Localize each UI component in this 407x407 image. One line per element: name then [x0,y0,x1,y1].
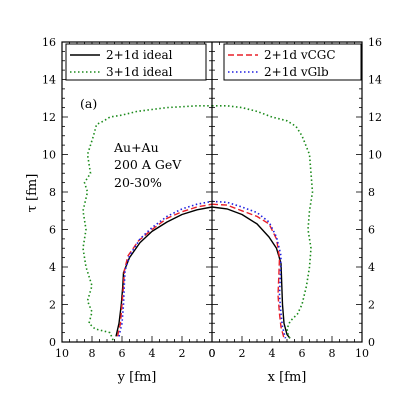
x-tick-label-right: 10 [355,347,369,360]
y-tick-label-left: 0 [49,336,56,349]
x-axis-title-right: x [fm] [268,370,307,385]
series-3-1d-ideal-left [82,105,212,341]
y-tick-label-right: 16 [368,36,382,49]
x-tick-label-left: 4 [149,347,156,360]
x-tick-label-left: 2 [179,347,186,360]
annotation-line-2: 200 A GeV [114,157,182,172]
legend-left-box [65,43,207,81]
annotation-line-3: 20-30% [114,175,162,190]
x-tick-label-left: 10 [55,347,69,360]
y-tick-label-right: 0 [368,336,375,349]
y-tick-label-left: 16 [42,36,56,49]
annotation-line-1: Au+Au [113,140,159,155]
y-tick-label-left: 14 [42,74,56,87]
series-3-1d-ideal-right [212,105,314,341]
y-tick-label-left: 12 [42,111,56,124]
y-tick-label-left: 6 [49,224,56,237]
y-tick-label-right: 6 [368,224,375,237]
legend-right-box [223,43,362,81]
series-2-1d-vglb-right [211,200,287,339]
series-2-1d-vglb-left [118,200,213,337]
y-tick-label-left: 4 [49,261,56,274]
y-tick-label-right: 4 [368,261,375,274]
series-layer [82,105,314,341]
legend-left: 2+1d ideal 3+1d ideal [65,43,207,81]
x-tick-label-right: 0 [209,347,216,360]
x-tick-label-left: 6 [119,347,126,360]
y-axis-title: τ [fm] [25,174,40,213]
y-tick-label-right: 12 [368,111,382,124]
y-tick-label-left: 8 [49,186,56,199]
series-2-1d-ideal-left [115,206,213,337]
x-tick-label-right: 8 [329,347,336,360]
x-axis-title-left: y [fm] [117,370,157,385]
panel-label: (a) [80,96,97,111]
legend-label-3d-ideal: 3+1d ideal [106,65,173,79]
y-tick-label-right: 14 [368,74,382,87]
legend-right: 2+1d vCGC 2+1d vGlb [223,43,362,81]
y-tick-label-left: 10 [42,149,56,162]
series-2-1d-vcgc-right [211,203,285,339]
legend-label-2d-ideal: 2+1d ideal [106,48,173,62]
x-tick-label-right: 2 [239,347,246,360]
y-tick-label-right: 8 [368,186,375,199]
y-tick-label-left: 2 [49,299,56,312]
x-tick-label-right: 6 [299,347,306,360]
x-tick-label-left: 0 [209,347,216,360]
series-2-1d-vcgc-left [116,203,213,337]
x-tick-label-left: 8 [89,347,96,360]
y-tick-label-right: 2 [368,299,375,312]
y-tick-label-right: 10 [368,149,382,162]
legend-label-vcgc: 2+1d vCGC [264,48,336,62]
x-tick-label-right: 4 [269,347,276,360]
legend-label-vglb: 2+1d vGlb [264,65,329,79]
